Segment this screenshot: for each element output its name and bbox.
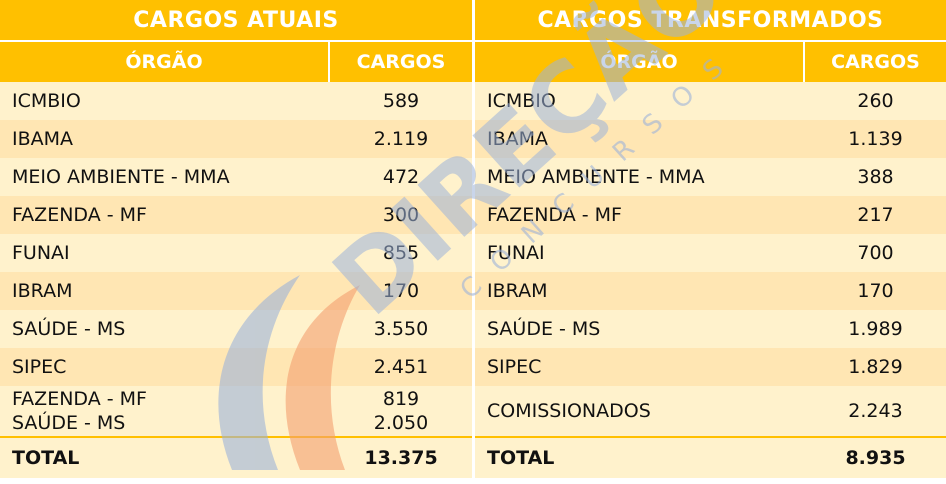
table-row: COMISSIONADOS 2.243 [475, 386, 946, 436]
cargos-cell: 1.139 [805, 120, 946, 158]
cargos-cell: 217 [805, 196, 946, 234]
table-row: IBAMA 1.139 [475, 120, 946, 158]
total-row: TOTAL 13.375 [0, 436, 473, 478]
table-row: IBRAM 170 [475, 272, 946, 310]
table-row: FUNAI 855 [0, 234, 473, 272]
table-row: SAÚDE - MS 1.989 [475, 310, 946, 348]
current-positions-table: CARGOS ATUAIS ÓRGÃO CARGOS ICMBIO 589 IB… [0, 0, 473, 478]
org-cell: IBRAM [0, 272, 330, 310]
cargos-line: 2.050 [373, 412, 429, 434]
table-row: ICMBIO 589 [0, 82, 473, 120]
org-cell: ICMBIO [475, 82, 805, 120]
table-row: FAZENDA - MF 300 [0, 196, 473, 234]
org-cell: ICMBIO [0, 82, 330, 120]
table-row: IBAMA 2.119 [0, 120, 473, 158]
table-row: SAÚDE - MS 3.550 [0, 310, 473, 348]
cargos-cell: 2.243 [805, 386, 946, 436]
table-row: FAZENDA - MF 217 [475, 196, 946, 234]
org-cell: SIPEC [475, 348, 805, 386]
table-row: FUNAI 700 [475, 234, 946, 272]
org-cell: FUNAI [0, 234, 330, 272]
cargos-line: 819 [382, 388, 420, 410]
total-value: 8.935 [805, 436, 946, 478]
org-cell: IBAMA [0, 120, 330, 158]
org-cell: IBAMA [475, 120, 805, 158]
cargos-cell: 589 [330, 82, 473, 120]
cargos-column-header: CARGOS [330, 42, 473, 82]
cargos-cell: 2.119 [330, 120, 473, 158]
cargos-cell: 472 [330, 158, 473, 196]
org-cell: SAÚDE - MS [0, 310, 330, 348]
cargos-cell: 700 [805, 234, 946, 272]
cargos-cell: 300 [330, 196, 473, 234]
table-row: SIPEC 1.829 [475, 348, 946, 386]
transformed-positions-title: CARGOS TRANSFORMADOS [475, 0, 946, 42]
table-row: MEIO AMBIENTE - MMA 388 [475, 158, 946, 196]
transformed-positions-table: CARGOS TRANSFORMADOS ÓRGÃO CARGOS ICMBIO… [475, 0, 946, 478]
org-cell: FAZENDA - MF [0, 196, 330, 234]
org-cell: MEIO AMBIENTE - MMA [475, 158, 805, 196]
org-cell: SIPEC [0, 348, 330, 386]
cargos-cell: 2.451 [330, 348, 473, 386]
current-positions-title: CARGOS ATUAIS [0, 0, 473, 42]
cargos-cell: 819 2.050 [330, 386, 473, 436]
org-column-header: ÓRGÃO [0, 42, 330, 82]
org-cell: IBRAM [475, 272, 805, 310]
cargos-cell: 3.550 [330, 310, 473, 348]
org-cell: FAZENDA - MF [475, 196, 805, 234]
org-cell: FUNAI [475, 234, 805, 272]
cargos-cell: 1.989 [805, 310, 946, 348]
org-cell: SAÚDE - MS [475, 310, 805, 348]
cargos-cell: 170 [330, 272, 473, 310]
table-row: ICMBIO 260 [475, 82, 946, 120]
cargos-cell: 170 [805, 272, 946, 310]
table-row: SIPEC 2.451 [0, 348, 473, 386]
org-cell: MEIO AMBIENTE - MMA [0, 158, 330, 196]
table-row: IBRAM 170 [0, 272, 473, 310]
org-column-header: ÓRGÃO [475, 42, 805, 82]
org-cell: COMISSIONADOS [475, 386, 805, 436]
org-line: FAZENDA - MF [12, 388, 147, 410]
cargos-column-header: CARGOS [805, 42, 946, 82]
org-line: SAÚDE - MS [12, 412, 126, 434]
total-row: TOTAL 8.935 [475, 436, 946, 478]
cargos-cell: 388 [805, 158, 946, 196]
total-label: TOTAL [475, 436, 805, 478]
table-row: FAZENDA - MF SAÚDE - MS 819 2.050 [0, 386, 473, 436]
cargos-cell: 260 [805, 82, 946, 120]
cargos-cell: 855 [330, 234, 473, 272]
total-value: 13.375 [330, 436, 473, 478]
org-cell: FAZENDA - MF SAÚDE - MS [0, 386, 330, 436]
total-label: TOTAL [0, 436, 330, 478]
table-row: MEIO AMBIENTE - MMA 472 [0, 158, 473, 196]
cargos-cell: 1.829 [805, 348, 946, 386]
